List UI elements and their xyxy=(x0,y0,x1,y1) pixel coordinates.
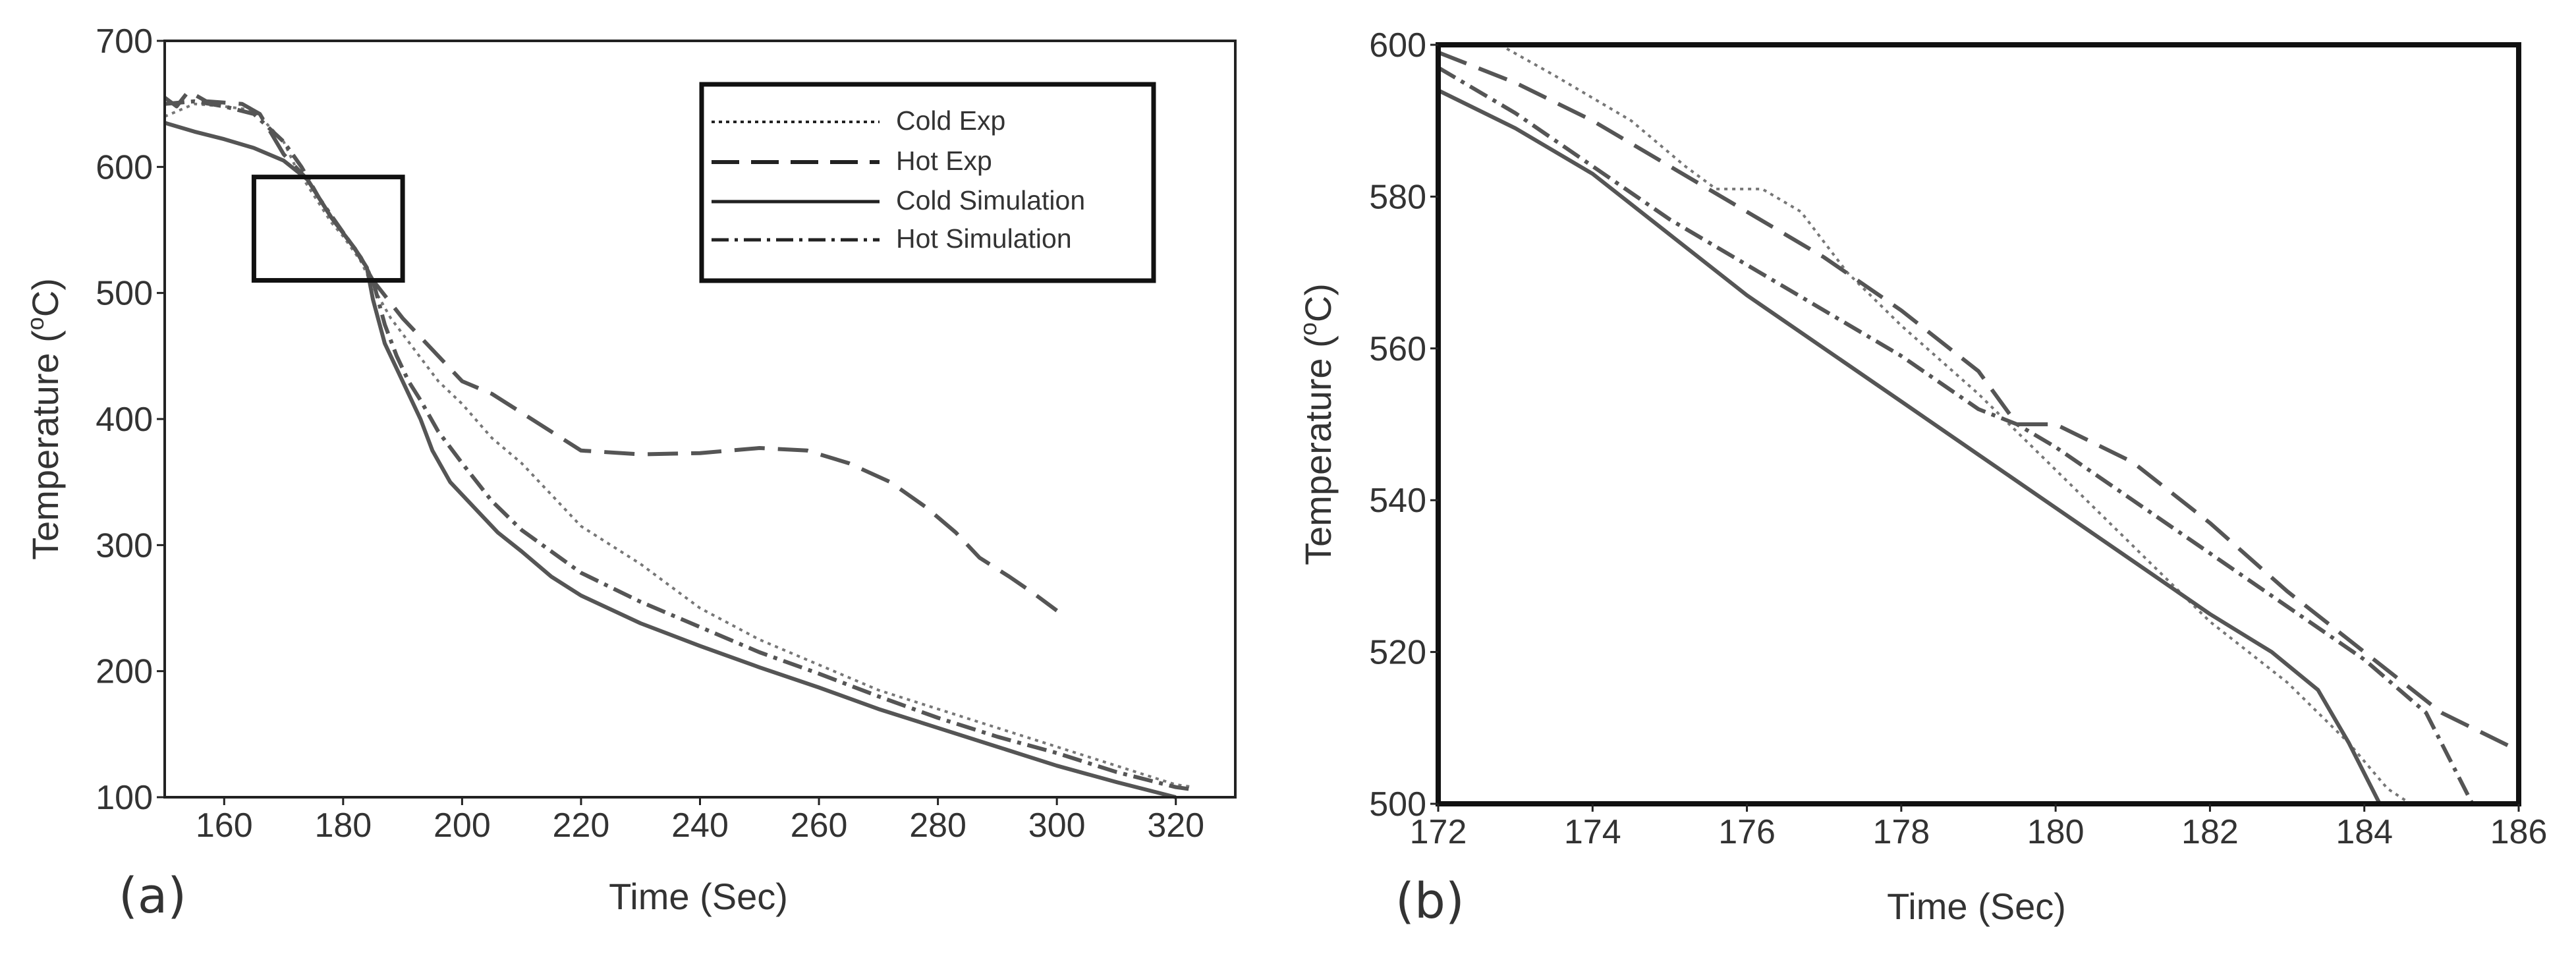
panel-b-series xyxy=(1438,45,2519,804)
panel-a-legend-label-cold-exp: Cold Exp xyxy=(896,105,1005,136)
panel-a-y-axis-label-main: Temperature ( xyxy=(24,330,66,560)
panel-a-x-tick-label: 180 xyxy=(314,806,372,845)
panel-b-y-tick-label: 520 xyxy=(1369,634,1426,672)
panel-a-label: (a) xyxy=(119,868,186,924)
panel-b-x-tick-label: 174 xyxy=(1564,813,1621,851)
panel-b-label: (b) xyxy=(1395,873,1465,930)
panel-b-series-hot-simulation xyxy=(1438,66,2475,804)
panel-a-x-tick-label: 220 xyxy=(553,806,610,845)
panel-a-zoom-box xyxy=(251,175,405,283)
panel-b-y-tick-label: 540 xyxy=(1369,482,1426,520)
panel-a-legend-label-hot-exp: Hot Exp xyxy=(896,146,992,176)
panel-a-series-hot-simulation xyxy=(164,99,1194,792)
panel-b-y-axis-label-unit: C) xyxy=(1297,283,1339,322)
panel-a-x-tick-label: 160 xyxy=(196,806,253,845)
panel-a-x-axis-label: Time (Sec) xyxy=(609,876,788,917)
panel-b-plot-frame xyxy=(1436,42,2521,806)
panel-a-series xyxy=(163,89,1194,799)
panel-a-legend-label-cold-simulation: Cold Simulation xyxy=(896,185,1085,215)
panel-a-x-tick-label: 320 xyxy=(1147,806,1204,845)
panel-a-y-tick-label: 500 xyxy=(96,275,153,313)
panel-a-y-tick-label: 700 xyxy=(96,22,153,61)
panel-a-y-axis-label-unit: C) xyxy=(24,278,66,317)
panel-a-series-hot-exp xyxy=(163,89,1058,613)
panel-b-series-cold-simulation xyxy=(1438,88,2382,804)
panel-a-y-tick-label: 400 xyxy=(96,401,153,439)
panel-a-x-tick-label: 280 xyxy=(909,806,966,845)
panel-a-legend-box xyxy=(699,82,1156,283)
panel-b-y-tick-label: 500 xyxy=(1369,785,1426,824)
panel-a-x-tick-label: 240 xyxy=(671,806,729,845)
panel-a-y-axis-label: Temperature (oC) xyxy=(22,278,66,560)
panel-b-x-tick-label: 186 xyxy=(2490,813,2548,851)
panel-b-x-tick-label: 176 xyxy=(1718,813,1776,851)
panel-b-tick-marks xyxy=(1430,43,2520,812)
panel-a-y-tick-labels: 100 200 300 400 500 600 700 xyxy=(96,22,153,817)
panel-b-x-tick-label: 184 xyxy=(2336,813,2393,851)
panel-a-x-tick-label: 260 xyxy=(791,806,848,845)
panel-b-x-axis-label: Time (Sec) xyxy=(1887,886,2066,927)
panel-b-series-cold-exp xyxy=(1499,45,2412,804)
panel-a-chart: 160 180 200 220 240 260 280 300 320 100 … xyxy=(22,22,1237,924)
panel-b-y-tick-labels: 500 520 540 560 580 600 xyxy=(1369,26,1426,824)
panel-b-x-tick-labels: 172 174 176 178 180 182 184 186 xyxy=(1410,813,2548,851)
panel-a-series-cold-exp xyxy=(164,102,1194,789)
panel-b-x-tick-label: 178 xyxy=(1872,813,1930,851)
panel-b-series-hot-exp xyxy=(1438,50,2519,753)
panel-b-x-tick-label: 180 xyxy=(2027,813,2085,851)
panel-b-y-axis-label-sup: o xyxy=(1295,322,1322,335)
panel-a-y-tick-label: 300 xyxy=(96,526,153,565)
panel-a-x-tick-label: 300 xyxy=(1028,806,1086,845)
panel-b-y-axis-label: Temperature (oC) xyxy=(1295,283,1339,565)
panel-a-y-axis-label-sup: o xyxy=(22,317,49,330)
panel-b-y-axis-label-main: Temperature ( xyxy=(1297,335,1339,565)
panel-b-y-tick-label: 580 xyxy=(1369,178,1426,216)
panel-a-y-tick-label: 600 xyxy=(96,148,153,186)
panel-b-y-tick-label: 560 xyxy=(1369,330,1426,368)
panel-b-x-tick-label: 172 xyxy=(1410,813,1467,851)
panel-a-legend: Cold Exp Hot Exp Cold Simulation Hot Sim… xyxy=(699,82,1156,283)
panel-a-y-tick-label: 100 xyxy=(96,779,153,817)
panel-a-tick-marks xyxy=(157,40,1177,805)
panel-a-legend-label-hot-simulation: Hot Simulation xyxy=(896,223,1072,254)
panel-b-y-tick-label: 600 xyxy=(1369,26,1426,65)
panel-a-x-tick-labels: 160 180 200 220 240 260 280 300 320 xyxy=(196,806,1204,845)
panel-a-y-tick-label: 200 xyxy=(96,653,153,691)
panel-b-x-tick-label: 182 xyxy=(2181,813,2239,851)
panel-b-chart: 172 174 176 178 180 182 184 186 500 520 … xyxy=(1295,26,2547,930)
panel-a-x-tick-label: 200 xyxy=(434,806,491,845)
